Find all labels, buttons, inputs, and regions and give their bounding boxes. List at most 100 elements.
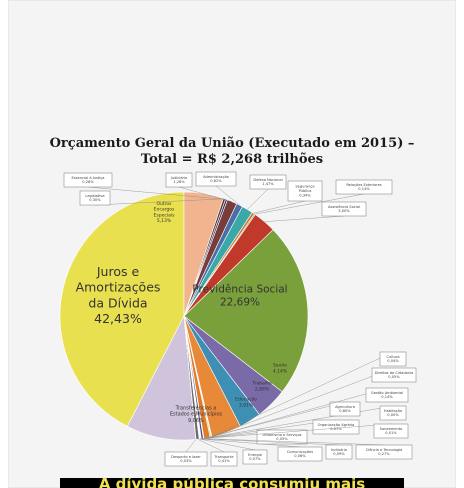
label-relacoes-exteriores-text: Relações Exteriores — [346, 183, 381, 187]
label-assistencia-social-text: Assistência Social — [328, 205, 360, 209]
label-box-gestao-ambiental — [365, 387, 409, 403]
slice-previdencia-social — [183, 229, 309, 393]
label-saneamento-text: 0,01% — [385, 431, 397, 435]
label-box-seguranca-publica — [287, 180, 323, 202]
label-judiciaria-text: 1,28% — [173, 180, 185, 184]
label-previdencia-social: Previdência Social 22,69% — [192, 283, 287, 308]
leader-essencial-a-justica — [87, 186, 227, 200]
label-industria-text: 0,09% — [333, 452, 345, 456]
label-box-agricultura — [329, 401, 361, 417]
label-juros-e-amortizacoes-da-divida-line: Juros e — [96, 264, 140, 279]
leader-legislativa — [94, 198, 225, 206]
label-comunicacoes-text: 0,06% — [294, 454, 306, 458]
label-transporte-text: 0,41% — [218, 459, 230, 463]
label-desporto-e-lazer-text: 0,03% — [180, 459, 192, 463]
label-box-defesa-nacional — [249, 174, 287, 190]
label-seguranca-publica-text: Pública — [299, 189, 312, 193]
label-transporte-text: Transporte — [213, 455, 234, 459]
label-juros-e-amortizacoes-da-divida-line: da Dívida — [88, 295, 147, 310]
chart-subtitle: Total = R$ 2,268 trilhões — [140, 152, 324, 167]
label-comunicacoes-text: Comunicações — [287, 450, 313, 454]
label-box-energia — [242, 449, 268, 465]
label-organizacao-agraria-text: 0,07% — [330, 427, 342, 431]
label-trabalho-line: Trabalho — [251, 381, 271, 387]
label-transferencias-a-estados-e-municipios-line: 9,06% — [188, 418, 204, 424]
label-educacao-line: Educação — [235, 397, 257, 403]
label-relacoes-exteriores-text: 0,14% — [358, 187, 370, 191]
label-essencial-a-justica-text: Essencial à Justiça — [72, 176, 105, 180]
leader-assistencia-social — [264, 215, 345, 222]
leader-desporto-e-lazer — [185, 439, 197, 453]
leader-industria — [200, 438, 340, 446]
label-outros-encargos-especiais-line: Outros — [156, 201, 172, 207]
leader-energia — [199, 438, 256, 451]
label-gestao-ambiental-text: Gestão Ambiental — [371, 391, 403, 395]
label-assistencia-social-text: 3,00% — [338, 209, 350, 213]
label-outros-encargos-especiais-line: 5,13% — [157, 218, 172, 224]
label-habitacao-text: Habitação — [384, 409, 402, 413]
slice-outros-encargos-especiais — [183, 191, 224, 317]
leader-seguranca-publica — [253, 200, 306, 214]
label-previdencia-social-line: 22,69% — [220, 297, 260, 309]
caption-bar: A dívida pública consumiu mais — [60, 478, 404, 488]
caption-text: A dívida pública consumiu mais — [98, 478, 366, 488]
label-trabalho-line: 2,88% — [255, 386, 270, 392]
label-direitos-da-cidadania-text: Direitos da Cidadania — [375, 371, 414, 375]
leader-comunicacoes — [199, 438, 301, 448]
label-box-relacoes-exteriores — [335, 179, 393, 195]
label-urbanismo-e-servicos-text: 0,05% — [276, 437, 288, 441]
label-box-organizacao-agraria — [312, 419, 360, 435]
leader-cultura — [211, 351, 394, 438]
label-ciencia-e-tecnologia-text: 0,27% — [378, 452, 390, 456]
label-box-industria — [325, 444, 353, 460]
label-gestao-ambiental-text: 0,14% — [381, 395, 393, 399]
label-juros-e-amortizacoes-da-divida-line: 42,43% — [94, 311, 142, 326]
label-outros-encargos-especiais-line: Encargos — [154, 207, 175, 213]
label-educacao-line: 3,91% — [239, 402, 254, 408]
label-administracao-text: 0,82% — [210, 179, 222, 183]
label-previdencia-social-line: Previdência Social — [192, 283, 287, 295]
label-administracao-text: Administração — [203, 175, 229, 179]
label-industria-text: Indústria — [331, 448, 347, 452]
leader-habitacao — [203, 405, 394, 439]
slice-juros-e-amortizacoes-da-divida — [59, 191, 185, 427]
label-box-legislativa — [79, 190, 111, 206]
label-cultura-text: Cultura — [386, 355, 399, 359]
label-box-saneamento — [373, 423, 409, 439]
leader-gestao-ambiental — [210, 387, 388, 438]
label-desporto-e-lazer-text: Desporto e lazer — [171, 455, 201, 459]
label-box-essencial-a-justica — [63, 172, 113, 188]
label-box-direitos-da-cidadania — [371, 367, 417, 383]
chart-title: Orçamento Geral da União (Executado em 2… — [49, 136, 415, 151]
label-urbanismo-e-servicos-text: Urbanismo e Serviços — [262, 433, 301, 437]
label-box-desporto-e-lazer — [164, 451, 208, 467]
label-energia-text: Energia — [248, 453, 262, 457]
label-transferencias-a-estados-e-municipios-line: Estados e Municípios — [170, 411, 223, 418]
label-box-transporte — [210, 451, 238, 467]
label-box-comunicacoes — [277, 446, 323, 462]
label-saude-line: 4,14% — [273, 368, 288, 374]
label-habitacao-text: 0,00% — [387, 413, 399, 417]
label-ciencia-e-tecnologia-text: Ciência e Tecnologia — [366, 448, 403, 452]
label-essencial-a-justica-text: 0,26% — [82, 180, 94, 184]
label-box-habitacao — [379, 405, 407, 421]
label-juros-e-amortizacoes-da-divida-line: Amortizações — [76, 280, 161, 295]
leader-saneamento — [203, 423, 392, 439]
label-energia-text: 0,07% — [249, 457, 261, 461]
label-transferencias-a-estados-e-municipios-line: Transferências a — [175, 404, 217, 411]
label-agricultura-text: 0,80% — [339, 409, 351, 413]
label-box-judiciaria — [165, 172, 193, 188]
label-seguranca-publica-text: Segurança — [295, 185, 314, 189]
leader-administracao — [215, 185, 240, 206]
label-outros-encargos-especiais-line: Especiais — [154, 212, 176, 218]
leader-direitos-da-cidadania — [211, 367, 395, 438]
leader-relacoes-exteriores — [254, 193, 365, 215]
leader-transporte — [197, 439, 225, 453]
label-seguranca-publica-text: 0,34% — [299, 193, 311, 197]
